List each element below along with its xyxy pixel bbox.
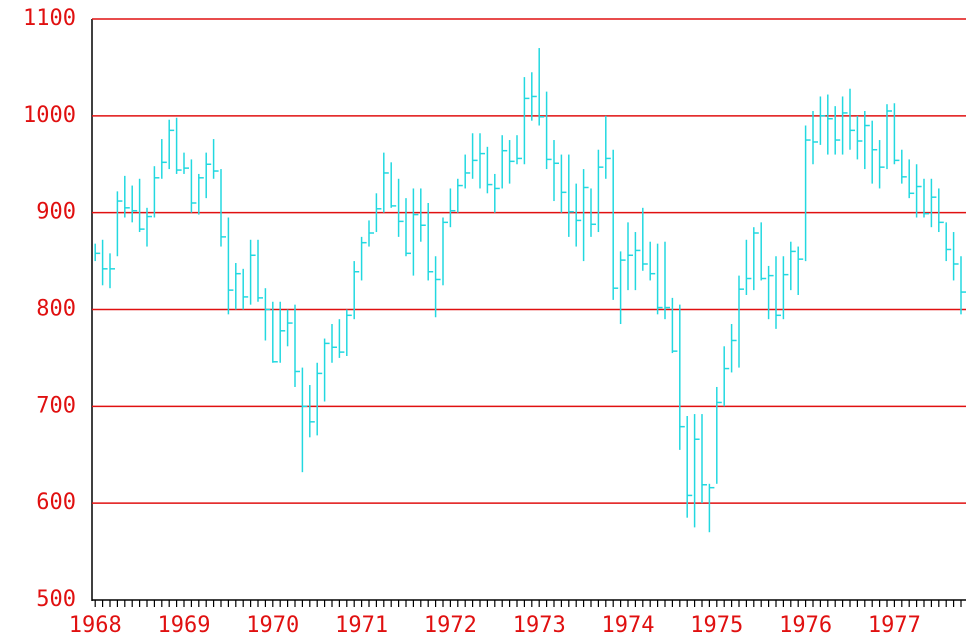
x-tick-label: 1976 [779,613,832,638]
x-tick-label: 1968 [69,613,122,638]
y-tick-label: 1100 [23,6,76,31]
y-tick-label: 500 [36,587,76,612]
x-tick-label: 1969 [158,613,211,638]
x-tick-label: 1975 [690,613,743,638]
y-tick-label: 900 [36,200,76,225]
x-tick-label: 1970 [246,613,299,638]
x-tick-label: 1972 [424,613,477,638]
y-tick-label: 600 [36,490,76,515]
y-tick-label: 800 [36,297,76,322]
x-tick-label: 1974 [602,613,655,638]
x-tick-label: 1973 [513,613,566,638]
y-tick-label: 700 [36,393,76,418]
x-tick-label: 1977 [868,613,921,638]
y-tick-label: 1000 [23,103,76,128]
x-tick-label: 1971 [335,613,388,638]
